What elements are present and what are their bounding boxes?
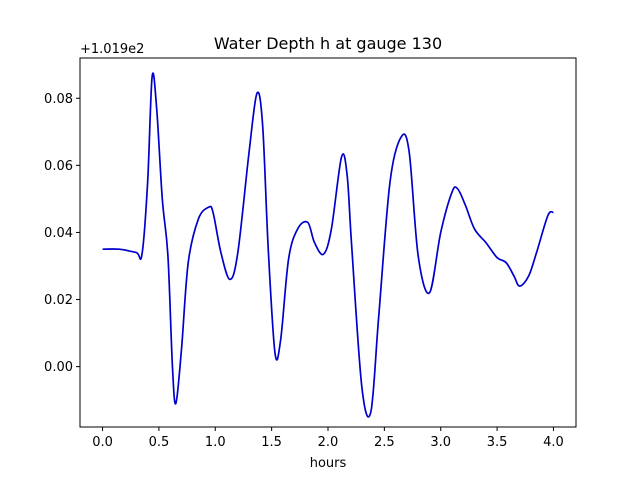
y-tick-label: 0.00: [44, 360, 73, 375]
x-tick-label: 3.5: [487, 435, 508, 450]
y-tick-label: 0.02: [44, 293, 73, 308]
chart-title: Water Depth h at gauge 130: [214, 34, 442, 53]
x-tick-label: 0.5: [149, 435, 170, 450]
x-tick-label: 2.5: [374, 435, 395, 450]
y-tick-label: 0.06: [44, 159, 73, 174]
x-tick-label: 3.0: [430, 435, 451, 450]
plot-area: 0.0 0.5 1.0 1.5 2.0 2.5 3.0 3.5 4.0 0.00 0.02 0.04 0…: [44, 57, 577, 450]
x-tick-label: 4.0: [543, 435, 564, 450]
water-depth-line: [102, 72, 554, 418]
x-tick-label: 1.0: [205, 435, 226, 450]
x-tick-label: 2.0: [318, 435, 339, 450]
y-offset-label: +1.019e2: [80, 42, 144, 57]
x-tick-label: 1.5: [261, 435, 282, 450]
y-tick-label: 0.08: [44, 92, 73, 107]
x-tick-label: 0.0: [92, 435, 113, 450]
y-tick-label: 0.04: [44, 226, 73, 241]
x-axis-label: hours: [310, 456, 347, 471]
